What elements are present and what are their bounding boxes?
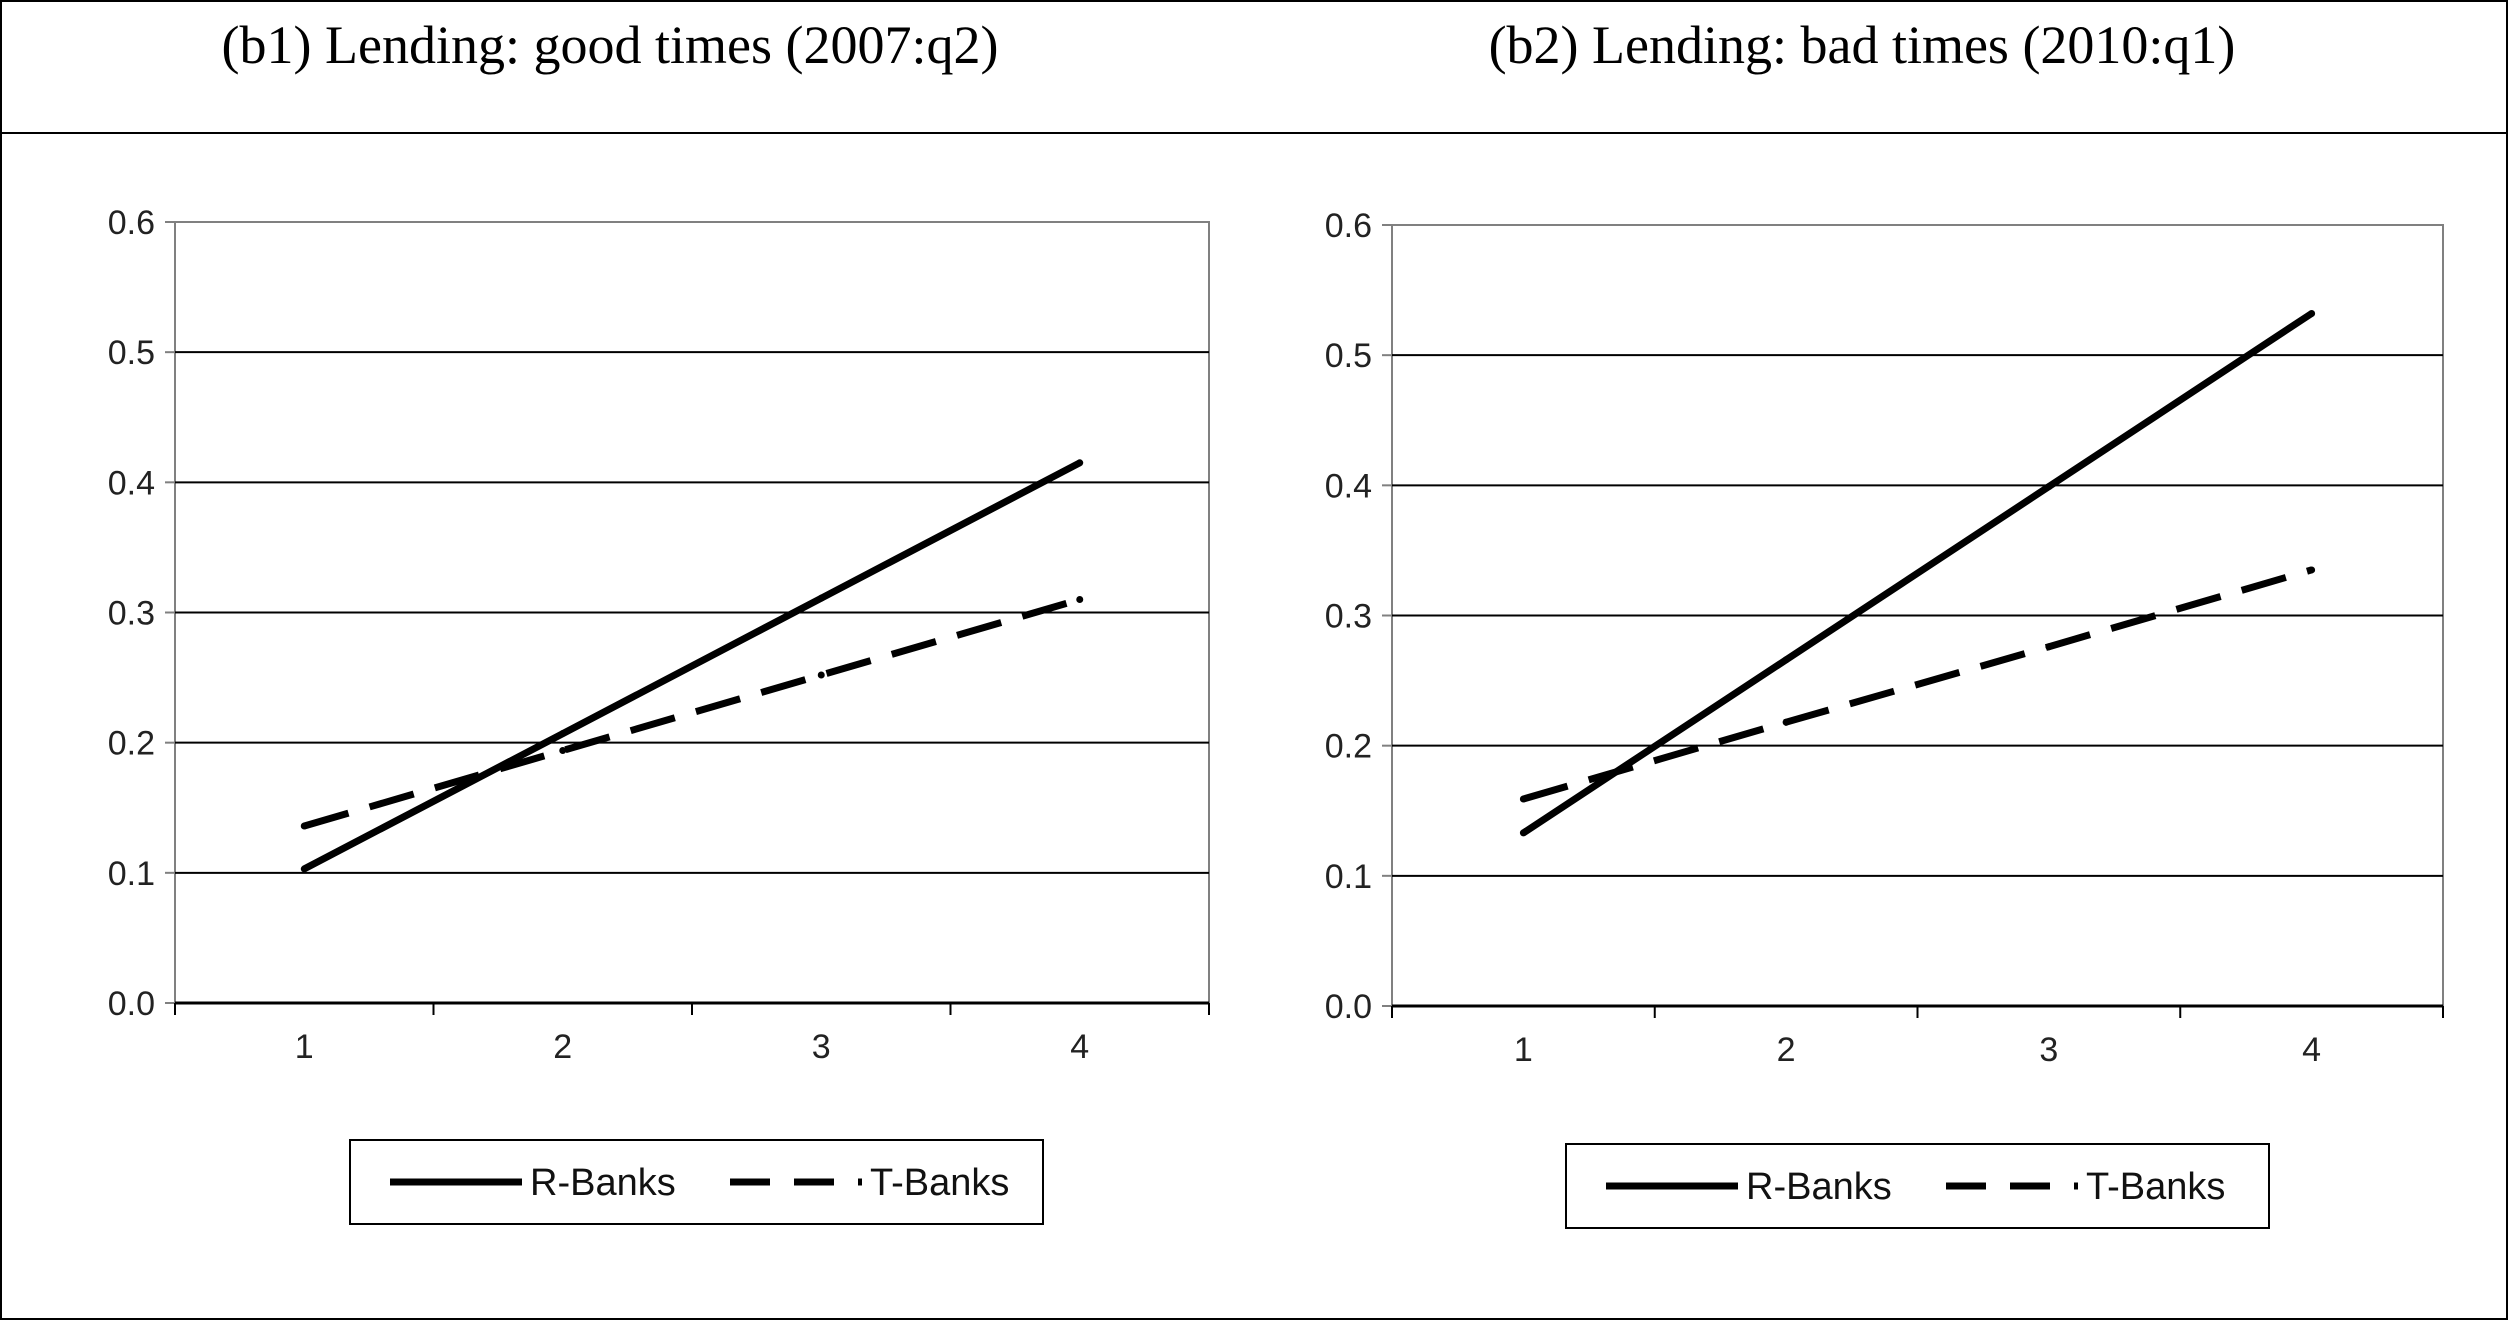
x-tick-label: 4 bbox=[2302, 1031, 2321, 1069]
x-tick-label: 1 bbox=[1514, 1031, 1533, 1069]
x-tick-label: 3 bbox=[2039, 1031, 2058, 1069]
x-tick-label: 2 bbox=[553, 1028, 572, 1066]
header-divider bbox=[2, 132, 2506, 134]
data-point-t-banks bbox=[817, 671, 825, 679]
data-point-t-banks bbox=[1782, 718, 1790, 726]
y-tick-label: 0.1 bbox=[108, 855, 155, 893]
data-point-r-banks bbox=[1076, 459, 1084, 467]
x-tick-label: 3 bbox=[812, 1028, 831, 1066]
y-tick-label: 0.3 bbox=[1325, 598, 1372, 636]
legend-label-r-banks: R-Banks bbox=[1746, 1166, 1892, 1208]
data-point-t-banks bbox=[2045, 643, 2053, 651]
y-tick-label: 0.1 bbox=[1325, 858, 1372, 896]
y-tick-label: 0.4 bbox=[108, 464, 155, 502]
y-tick-label: 0.5 bbox=[108, 334, 155, 372]
series-line-r-banks bbox=[1521, 310, 2314, 836]
chart-panel-2: 0.0 0.1 0.2 0.3 0.4 0.5 0.6 1 2 3 4 R-Banks T-Banks bbox=[1325, 207, 2444, 1229]
x-tick-label: 2 bbox=[1777, 1031, 1796, 1069]
legend-label-r-banks: R-Banks bbox=[530, 1162, 676, 1204]
data-point-r-banks bbox=[2308, 310, 2316, 318]
data-point-r-banks bbox=[1519, 829, 1527, 837]
data-point-r-banks bbox=[559, 730, 567, 738]
data-point-t-banks bbox=[559, 746, 567, 754]
y-tick-label: 0.0 bbox=[108, 985, 155, 1023]
data-point-t-banks bbox=[300, 822, 308, 830]
y-tick-label: 0.0 bbox=[1325, 988, 1372, 1026]
legend-label-t-banks: T-Banks bbox=[870, 1162, 1009, 1204]
y-tick-label: 0.4 bbox=[1325, 467, 1372, 505]
panel-title-b2: (b2) Lending: bad times (2010:q1) bbox=[1488, 15, 2236, 75]
y-tick-label: 0.6 bbox=[1325, 207, 1372, 245]
legend-label-t-banks: T-Banks bbox=[2086, 1166, 2225, 1208]
x-tick-label: 4 bbox=[1070, 1028, 1089, 1066]
data-point-t-banks bbox=[1076, 595, 1084, 603]
data-point-t-banks bbox=[2308, 566, 2316, 574]
series-line-t-banks bbox=[303, 596, 1081, 830]
y-tick-label: 0.6 bbox=[108, 204, 155, 242]
data-point-r-banks bbox=[817, 594, 825, 602]
data-point-r-banks bbox=[1782, 656, 1790, 664]
y-tick-label: 0.2 bbox=[1325, 728, 1372, 766]
y-tick-label: 0.2 bbox=[108, 725, 155, 763]
y-tick-label: 0.3 bbox=[108, 595, 155, 633]
y-tick-label: 0.5 bbox=[1325, 337, 1372, 375]
series-line-r-banks bbox=[302, 459, 1082, 873]
panel-title-b1: (b1) Lending: good times (2007:q2) bbox=[221, 15, 999, 75]
series-line-t-banks bbox=[1522, 566, 2313, 803]
data-point-t-banks bbox=[1519, 795, 1527, 803]
chart-panel-1: 0.0 0.1 0.2 0.3 0.4 0.5 0.6 1 2 3 4 R-Banks T-Banks bbox=[108, 204, 1210, 1225]
legend: R-Banks T-Banks bbox=[1565, 1143, 2270, 1229]
x-tick-label: 1 bbox=[295, 1028, 314, 1066]
legend: R-Banks T-Banks bbox=[349, 1139, 1044, 1225]
data-point-r-banks bbox=[2045, 483, 2053, 491]
data-point-r-banks bbox=[300, 865, 308, 873]
